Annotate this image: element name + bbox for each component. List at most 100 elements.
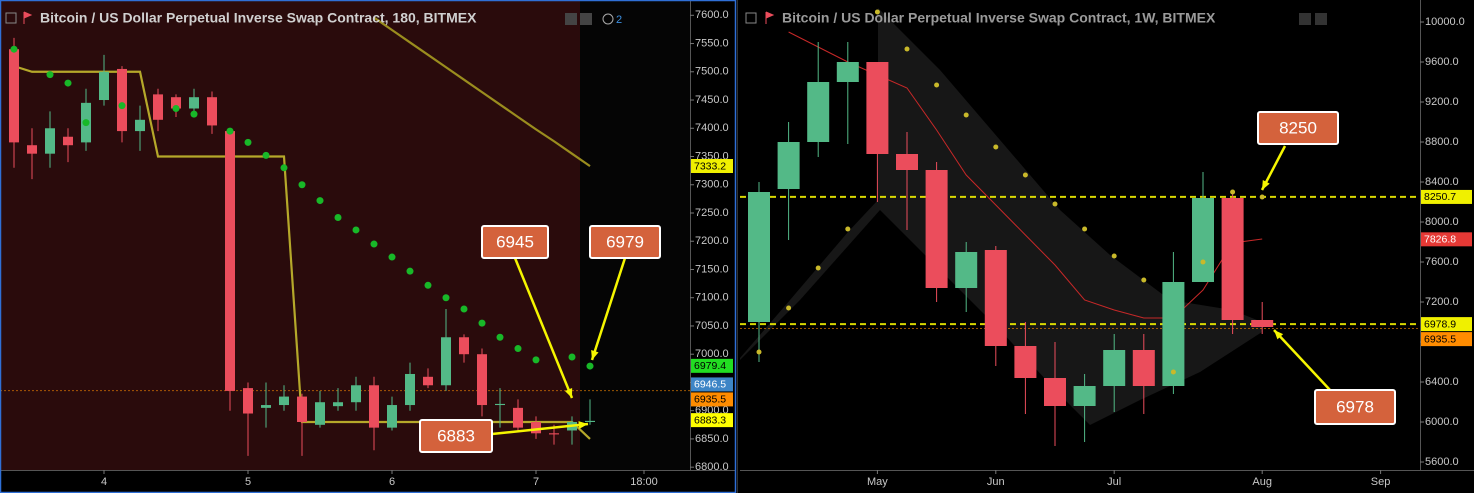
candle-body bbox=[27, 145, 37, 154]
candle-body bbox=[297, 396, 307, 422]
indicator-dot bbox=[82, 119, 90, 127]
y-tick-label: 6850.0 bbox=[695, 433, 729, 445]
candle-body bbox=[189, 97, 199, 109]
indicator-dot bbox=[244, 138, 252, 146]
price-label: 8250.7 bbox=[1424, 191, 1456, 203]
candle-body bbox=[135, 119, 145, 132]
price-label-box bbox=[691, 158, 733, 173]
candle-body bbox=[748, 192, 770, 322]
candle-body bbox=[836, 62, 859, 82]
candle-body bbox=[207, 97, 217, 126]
alert-icon[interactable] bbox=[602, 13, 614, 25]
candle-body bbox=[423, 376, 433, 386]
indicator-dot bbox=[1259, 194, 1265, 200]
chart-title: Bitcoin / US Dollar Perpetual Inverse Sw… bbox=[40, 10, 477, 26]
candle-body bbox=[1073, 386, 1096, 406]
indicator-dot bbox=[478, 319, 486, 327]
candle-body bbox=[261, 405, 271, 408]
arrow-head bbox=[564, 388, 573, 398]
indicator-dot bbox=[993, 144, 999, 150]
annotation-label: 6978 bbox=[1336, 397, 1374, 416]
arrow-head bbox=[578, 421, 588, 429]
candle-body bbox=[1221, 198, 1244, 320]
annotation-box bbox=[1314, 389, 1396, 425]
annotation-box bbox=[419, 419, 493, 453]
expand-icon[interactable] bbox=[745, 12, 757, 24]
annotation-box bbox=[1257, 111, 1339, 145]
annotation-box bbox=[481, 225, 549, 259]
y-tick-label: 6800.0 bbox=[695, 461, 729, 473]
annotation-label: 6979 bbox=[606, 232, 644, 251]
price-label-box bbox=[691, 358, 733, 373]
candle-body bbox=[243, 388, 253, 414]
indicator-dot bbox=[1111, 253, 1117, 259]
candle-body bbox=[1014, 346, 1037, 378]
indicator-dot bbox=[963, 112, 969, 118]
y-tick-label: 7100.0 bbox=[695, 292, 729, 304]
y-tick-label: 7600.0 bbox=[1425, 256, 1459, 268]
price-label-box bbox=[1421, 332, 1472, 347]
indicator-dot bbox=[64, 79, 72, 87]
candle-body bbox=[513, 407, 523, 428]
indicator-dot bbox=[172, 104, 180, 112]
candle-body bbox=[1251, 320, 1274, 327]
price-label-box bbox=[691, 392, 733, 407]
expand-icon[interactable] bbox=[5, 12, 17, 24]
y-tick-label: 7000.0 bbox=[695, 348, 729, 360]
indicator-dot bbox=[1082, 226, 1088, 232]
price-label-box bbox=[691, 377, 733, 392]
candle-body bbox=[171, 97, 181, 109]
x-tick-label: 4 bbox=[101, 476, 107, 488]
chart-title: Bitcoin / US Dollar Perpetual Inverse Sw… bbox=[782, 10, 1216, 26]
cloud-band bbox=[740, 8, 1262, 425]
candle-body bbox=[1192, 198, 1214, 282]
indicator-dot bbox=[460, 305, 468, 313]
x-tick-label: May bbox=[867, 476, 888, 488]
price-label: 7333.2 bbox=[694, 160, 726, 172]
price-label: 6883.3 bbox=[694, 414, 726, 426]
indicator-dot bbox=[845, 226, 851, 232]
candle-body bbox=[63, 136, 73, 146]
settings-icon[interactable] bbox=[1299, 13, 1311, 25]
settings-icon[interactable] bbox=[580, 13, 592, 25]
candle-body bbox=[549, 433, 559, 435]
annotation-box bbox=[589, 225, 661, 259]
y-tick-label: 6400.0 bbox=[1425, 376, 1459, 388]
y-tick-label: 5600.0 bbox=[1425, 456, 1459, 468]
x-tick-label: 6 bbox=[389, 476, 395, 488]
candle-body bbox=[777, 142, 800, 189]
indicator-dot bbox=[1022, 172, 1028, 178]
indicator-dot bbox=[568, 353, 576, 361]
indicator-dot bbox=[496, 333, 504, 341]
price-label: 6979.4 bbox=[694, 360, 726, 372]
candle-body bbox=[1044, 378, 1066, 406]
x-tick-label: 5 bbox=[245, 476, 251, 488]
price-label-box bbox=[1421, 317, 1472, 332]
indicator-dot bbox=[1170, 369, 1176, 375]
indicator-dot bbox=[262, 151, 270, 159]
candle-body bbox=[315, 402, 325, 425]
settings-icon[interactable] bbox=[1315, 13, 1327, 25]
price-label: 6946.5 bbox=[694, 379, 726, 391]
indicator-dot bbox=[10, 45, 18, 53]
indicator-dot bbox=[334, 214, 342, 222]
indicator-dot bbox=[46, 71, 54, 79]
y-tick-label: 7400.0 bbox=[695, 122, 729, 134]
arrow-head bbox=[1274, 330, 1284, 340]
candle-body bbox=[441, 337, 451, 386]
candle-body bbox=[1132, 350, 1155, 386]
price-label: 6935.5 bbox=[694, 394, 726, 406]
price-label-box bbox=[691, 413, 733, 428]
annotation-arrow bbox=[491, 422, 589, 436]
candle-body bbox=[531, 421, 541, 434]
settings-icon[interactable] bbox=[565, 13, 577, 25]
indicator-dot bbox=[424, 281, 432, 289]
y-tick-label: 10000.0 bbox=[1425, 16, 1465, 28]
indicator-dot bbox=[1141, 277, 1147, 283]
annotation-arrow bbox=[590, 257, 627, 361]
candle-body bbox=[1162, 282, 1185, 386]
annotation-arrow bbox=[1273, 329, 1331, 391]
indicator-dot bbox=[815, 265, 821, 271]
